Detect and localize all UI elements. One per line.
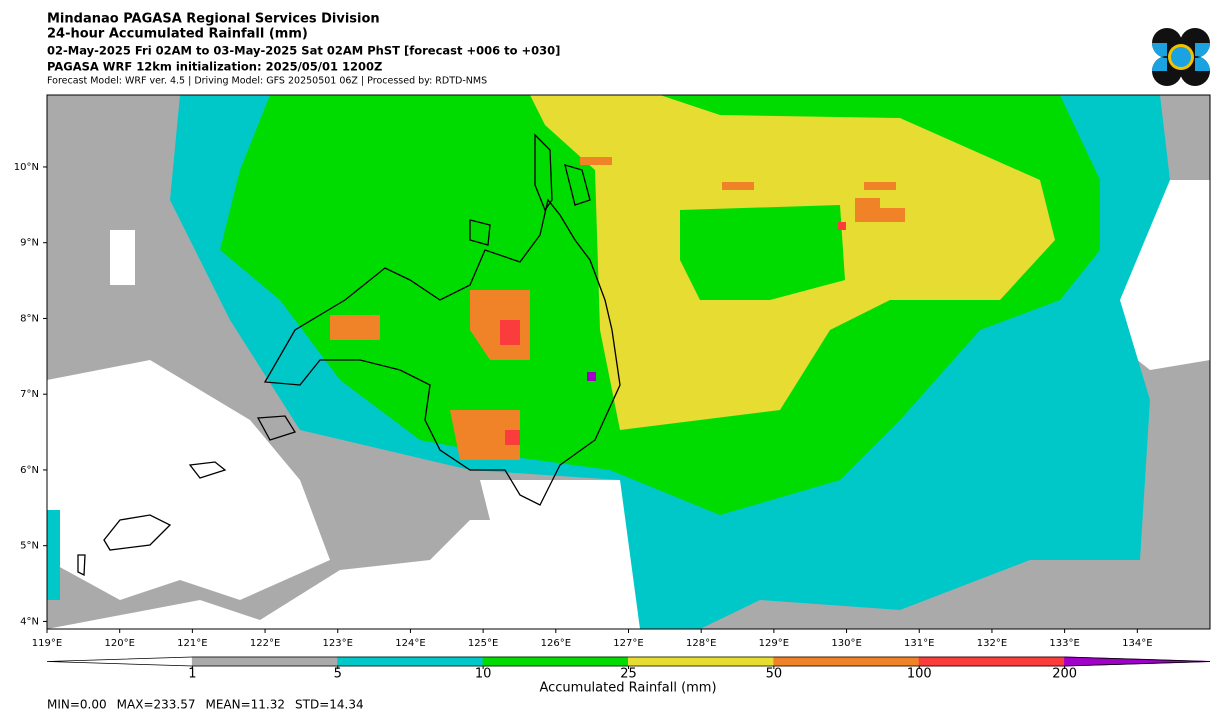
colorbar-segment — [482, 656, 629, 667]
rain-area — [864, 182, 896, 190]
rain-area — [330, 315, 380, 340]
colorbar-tick-label: 10 — [475, 667, 492, 682]
colorbar-segment — [918, 656, 1066, 667]
rain-area — [505, 430, 520, 445]
x-tick-label: 125°E — [468, 638, 498, 649]
rain-area — [855, 198, 905, 222]
colorbar-tick-label: 5 — [334, 667, 342, 682]
y-tick-label: 4°N — [20, 616, 39, 627]
x-tick-label: 119°E — [32, 638, 62, 649]
rain-area — [838, 222, 846, 230]
stat: MIN=0.00 — [47, 698, 107, 712]
colorbar: 1 5 10 25 50 100 200 — [46, 656, 1211, 682]
models: Forecast Model: WRF ver. 4.5 | Driving M… — [47, 76, 487, 87]
stat: MAX=233.57 — [117, 698, 196, 712]
colorbar-label: Accumulated Rainfall (mm) — [539, 681, 716, 696]
period: 02-May-2025 Fri 02AM to 03-May-2025 Sat … — [47, 44, 560, 58]
colorbar-tick-label: 25 — [620, 667, 637, 682]
y-tick-label: 10°N — [14, 162, 39, 173]
coastline — [77, 133, 621, 577]
x-tick-label: 132°E — [977, 638, 1007, 649]
x-tick-label: 127°E — [613, 638, 643, 649]
init: PAGASA WRF 12km initialization: 2025/05/… — [47, 60, 382, 74]
x-tick-label: 124°E — [395, 638, 425, 649]
rain-area — [680, 205, 845, 300]
colorbar-segment — [1064, 656, 1211, 667]
y-tick-label: 6°N — [20, 465, 39, 476]
x-tick-label: 130°E — [831, 638, 861, 649]
colorbar-segment — [628, 656, 775, 667]
colorbar-tick-label: 1 — [188, 667, 196, 682]
colorbar-segment — [337, 656, 484, 667]
stat: STD=14.34 — [295, 698, 364, 712]
x-tick-label: 123°E — [323, 638, 353, 649]
colorbar-tick-label: 200 — [1052, 667, 1077, 682]
map — [46, 94, 1211, 630]
colorbar-segment — [46, 656, 193, 667]
x-tick-label: 122°E — [250, 638, 280, 649]
subtitle: 24-hour Accumulated Rainfall (mm) — [47, 27, 308, 42]
y-tick-label: 7°N — [20, 389, 39, 400]
y-tick-label: 8°N — [20, 313, 39, 324]
stats: MIN=0.00 MAX=233.57 MEAN=11.32 STD=14.34 — [47, 698, 364, 712]
rain-area — [110, 230, 135, 285]
rain-area — [580, 157, 612, 165]
x-tick-label: 133°E — [1049, 638, 1079, 649]
rain-area — [47, 510, 60, 600]
colorbar-segment — [773, 656, 920, 667]
rain-area — [722, 182, 754, 190]
x-tick-label: 128°E — [686, 638, 716, 649]
rain-area — [587, 372, 596, 381]
x-tick-label: 129°E — [759, 638, 789, 649]
logo — [1152, 28, 1210, 86]
x-tick-label: 120°E — [104, 638, 134, 649]
colorbar-segment — [191, 656, 339, 667]
rain-area — [480, 480, 650, 590]
colorbar-tick-label: 50 — [766, 667, 783, 682]
title: Mindanao PAGASA Regional Services Divisi… — [47, 12, 380, 27]
rain-area — [450, 410, 520, 460]
rain-area — [47, 360, 330, 600]
x-tick-label: 126°E — [541, 638, 571, 649]
y-tick-label: 5°N — [20, 541, 39, 552]
stat: MEAN=11.32 — [205, 698, 285, 712]
x-tick-label: 121°E — [177, 638, 207, 649]
rain-area — [500, 320, 520, 345]
x-tick-label: 131°E — [904, 638, 934, 649]
x-tick-label: 134°E — [1122, 638, 1152, 649]
colorbar-tick-label: 100 — [907, 667, 932, 682]
y-tick-label: 9°N — [20, 238, 39, 249]
